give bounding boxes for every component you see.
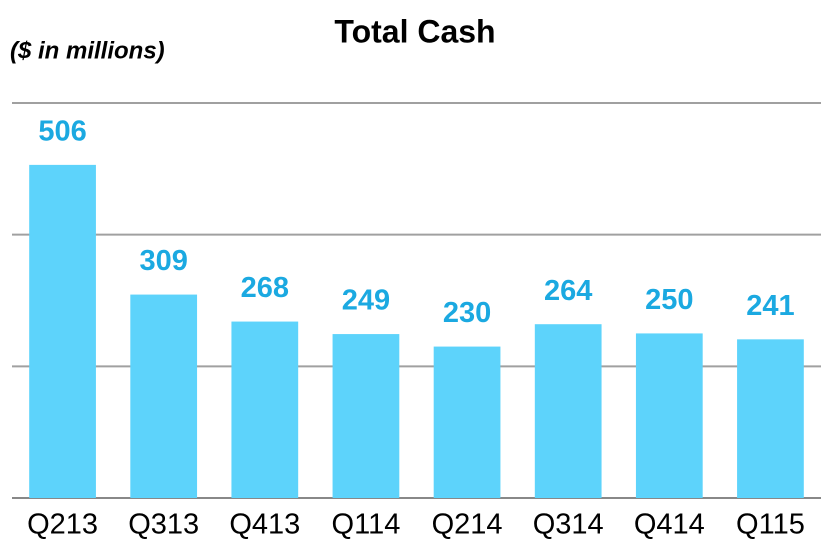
- value-label: 268: [241, 272, 289, 304]
- x-tick-label: Q213: [27, 509, 98, 541]
- bar: [635, 333, 703, 498]
- bar: [231, 321, 299, 498]
- x-tick-label: Q314: [533, 509, 604, 541]
- value-label: 249: [342, 285, 390, 317]
- bar: [433, 346, 501, 498]
- x-tick-label: Q413: [229, 509, 300, 541]
- value-label: 230: [443, 297, 491, 329]
- value-label: 506: [38, 116, 86, 148]
- value-label: 264: [544, 275, 592, 307]
- x-tick-label: Q313: [128, 509, 199, 541]
- bar: [534, 324, 602, 498]
- chart-title: Total Cash: [334, 13, 495, 49]
- value-label: 250: [645, 284, 693, 316]
- x-tick-label: Q214: [432, 509, 503, 541]
- bar: [29, 164, 96, 498]
- x-tick-label: Q114: [332, 509, 401, 541]
- value-label: 241: [746, 290, 794, 322]
- bar: [332, 334, 400, 498]
- x-tick-label: Q115: [736, 509, 805, 541]
- x-tick-label: Q414: [634, 509, 705, 541]
- value-label: 309: [139, 245, 187, 277]
- bar: [737, 339, 804, 498]
- bar: [130, 294, 198, 498]
- chart-subtitle: ($ in millions): [10, 37, 165, 64]
